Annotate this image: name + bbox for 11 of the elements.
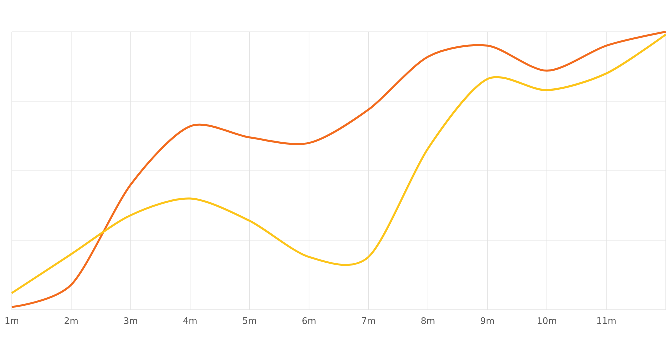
x-tick-label: 7m [362,318,376,324]
x-tick-label: 4m [184,318,197,324]
x-tick-label: 9m [480,318,494,324]
x-tick-label: 6m [302,318,316,324]
x-tick-label: 10m [538,318,556,324]
x-tick-label: 3m [124,318,138,324]
x-tick-label: 11m [597,318,616,324]
x-tick-label: 2m [64,318,78,324]
x-tick-label: 1m [6,318,18,324]
x-tick-label: 5m [243,318,256,324]
x-tick-label: 8m [422,318,435,324]
